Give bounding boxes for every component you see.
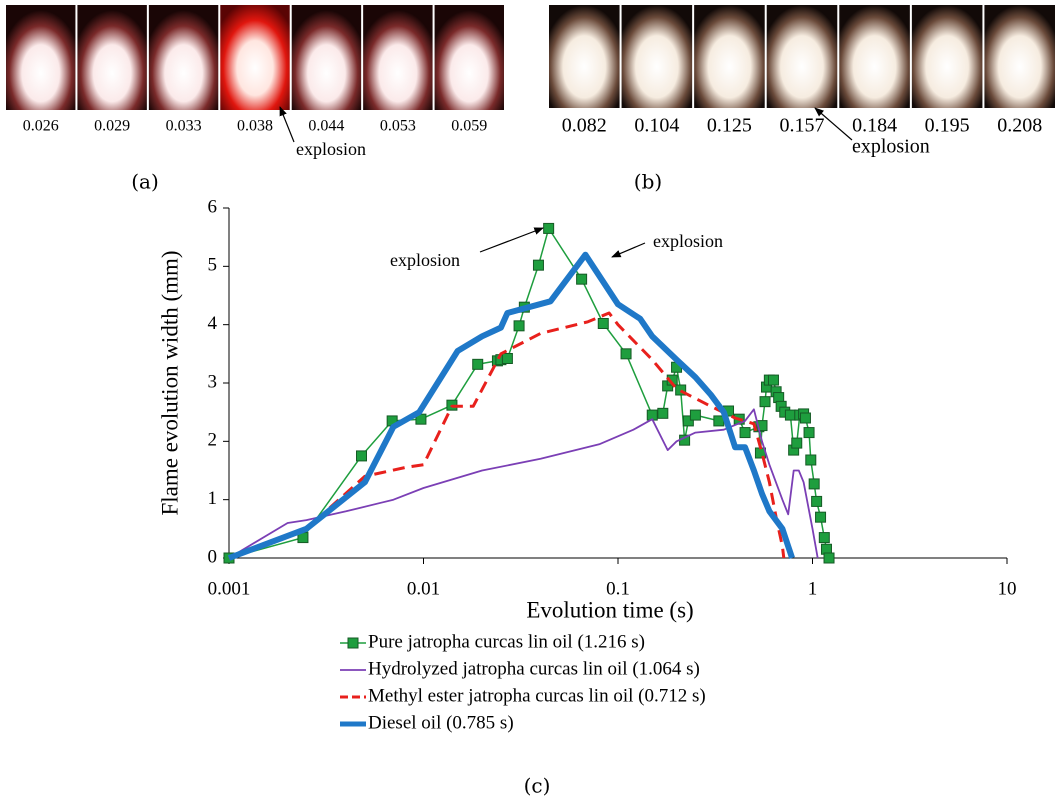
point-marker [805, 454, 817, 466]
photo-frame [549, 5, 620, 108]
annotation: explosion [653, 231, 723, 251]
point-marker [756, 420, 768, 432]
point-marker [823, 552, 835, 564]
photo-frame [766, 5, 838, 108]
point-marker [620, 348, 632, 360]
panel-label: (c) [524, 774, 551, 798]
series-line [228, 408, 819, 559]
point-marker [501, 353, 513, 364]
series-line [228, 227, 830, 559]
series-line [228, 311, 786, 560]
series-line [227, 251, 795, 561]
photo-frame [220, 5, 290, 110]
panel-label: (a) [131, 170, 159, 194]
point-marker [532, 259, 544, 271]
point-marker [657, 407, 669, 419]
chart: Evolution time (s) Flame evolution width… [157, 196, 1016, 733]
legend-label: Pure jatropha curcas lin oil (1.216 s) [368, 631, 645, 652]
legend-marker [347, 637, 359, 649]
y-axis-label: Flame evolution width (mm) [157, 250, 182, 515]
point-marker [808, 478, 820, 490]
time-label: 0.026 [23, 118, 59, 135]
time-label: 0.104 [634, 115, 679, 137]
time-label: 0.125 [707, 115, 752, 137]
point-marker [791, 437, 803, 449]
x-tick-label: 10 [998, 578, 1017, 599]
point-marker [689, 409, 701, 421]
time-label: 0.029 [94, 118, 130, 135]
annotation: explosion [390, 250, 460, 270]
time-label: 0.038 [237, 118, 273, 135]
point-marker [513, 320, 525, 332]
point-marker [576, 273, 588, 285]
point-marker [767, 374, 779, 386]
point-marker [675, 384, 687, 396]
y-tick-label: 5 [208, 255, 218, 276]
photo-frame [6, 5, 76, 110]
legend-label: Methyl ester jatropha curcas lin oil (0.… [368, 685, 706, 706]
arrow [611, 242, 646, 258]
y-tick-label: 1 [208, 488, 218, 509]
y-tick-label: 6 [208, 196, 218, 217]
time-label: 0.082 [562, 115, 607, 137]
point-marker [811, 495, 823, 507]
photo-frame [363, 5, 433, 110]
point-marker [818, 532, 830, 544]
y-tick-label: 0 [208, 546, 218, 567]
point-marker [799, 412, 811, 424]
arrow [479, 227, 544, 253]
time-label: 0.208 [997, 115, 1042, 137]
photo-frame [694, 5, 765, 108]
photo-frame [434, 5, 504, 110]
photo-frame [839, 5, 910, 108]
photo-frame [621, 5, 693, 108]
time-label: 0.044 [308, 118, 344, 135]
point-marker [784, 409, 796, 421]
y-tick-label: 2 [208, 430, 218, 451]
time-label: 0.184 [852, 115, 897, 137]
y-tick-label: 4 [208, 313, 218, 334]
legend-label: Diesel oil (0.785 s) [368, 712, 514, 733]
y-tick-label: 3 [208, 371, 218, 392]
time-label: 0.053 [380, 118, 416, 135]
point-marker [759, 396, 771, 408]
arrow [279, 106, 295, 143]
photo-frame [291, 5, 362, 110]
x-tick-label: 1 [808, 578, 818, 599]
x-tick-label: 0.1 [606, 578, 630, 599]
legend-label: Hydrolyzed jatropha curcas lin oil (1.06… [368, 658, 700, 679]
photo-frame [911, 5, 983, 108]
point-marker [356, 450, 368, 462]
annotation: explosion [852, 136, 930, 158]
time-label: 0.059 [451, 118, 487, 135]
arrow [814, 107, 853, 141]
time-label: 0.033 [166, 118, 202, 135]
photo-frame [984, 5, 1055, 108]
point-marker [543, 222, 555, 234]
annotation: explosion [296, 139, 366, 159]
photo-panels: 0.026 0.029 0.033 0.038 0.044 0.053 0.059 0.082… [6, 5, 1055, 137]
x-tick-label: 0.01 [407, 578, 440, 599]
x-tick-label: 0.001 [208, 578, 251, 599]
point-marker [682, 415, 694, 427]
point-marker [472, 358, 484, 370]
time-label: 0.157 [780, 115, 825, 137]
point-marker [739, 427, 751, 439]
photo-frame [148, 5, 219, 110]
photo-frame [77, 5, 147, 110]
point-marker [803, 427, 815, 439]
time-label: 0.195 [925, 115, 970, 137]
panel-label: (b) [634, 170, 662, 194]
point-marker [815, 511, 827, 523]
point-marker [597, 318, 609, 329]
x-axis-label: Evolution time (s) [526, 597, 693, 622]
